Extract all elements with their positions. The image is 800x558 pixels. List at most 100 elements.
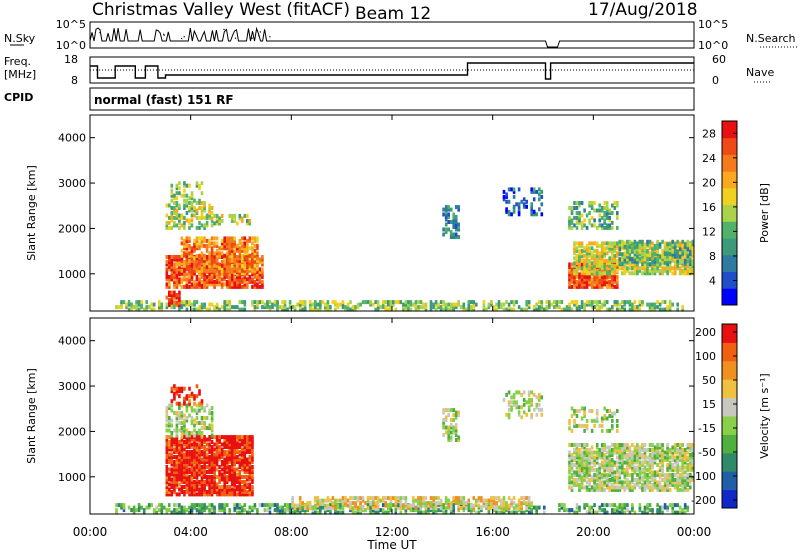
- velocity-echo-cell: [614, 508, 617, 512]
- velocity-echo-cell: [415, 499, 418, 503]
- power-echo-cell: [201, 191, 204, 195]
- velocity-echo-cell: [115, 508, 118, 512]
- power-echo-cell: [583, 246, 586, 250]
- power-echo-cell: [611, 211, 614, 215]
- power-echo-cell: [284, 300, 287, 304]
- power-echo-cell: [191, 214, 194, 218]
- power-echo-cell: [231, 214, 234, 218]
- power-echo-cell: [186, 194, 189, 198]
- velocity-echo-cell: [203, 416, 206, 420]
- velocity-echo-cell: [518, 499, 521, 503]
- power-echo-cell: [566, 305, 569, 309]
- power-echo-cell: [176, 184, 179, 188]
- velocity-echo-cell: [236, 485, 239, 489]
- velocity-echo-cell: [397, 496, 400, 500]
- velocity-echo-cell: [536, 413, 539, 417]
- velocity-echo-cell: [656, 470, 659, 474]
- power-echo-cell: [651, 241, 654, 245]
- velocity-echo-cell: [533, 393, 536, 397]
- power-echo-cell: [246, 277, 249, 281]
- velocity-echo-cell: [221, 443, 224, 447]
- velocity-echo-cell: [641, 443, 644, 447]
- velocity-echo-cell: [525, 496, 528, 500]
- power-echo-cell: [183, 269, 186, 273]
- velocity-echo-cell: [233, 435, 236, 439]
- velocity-echo-cell: [608, 478, 611, 482]
- velocity-echo-cell: [176, 508, 179, 512]
- power-echo-cell: [191, 246, 194, 250]
- nsearch-dot: [181, 38, 182, 39]
- power-echo-cell: [571, 300, 574, 304]
- power-echo-cell: [614, 254, 617, 258]
- velocity-echo-cell: [664, 451, 667, 455]
- velocity-echo-cell: [614, 485, 617, 489]
- power-echo-cell: [201, 251, 204, 255]
- power-echo-cell: [395, 300, 398, 304]
- velocity-echo-cell: [188, 431, 191, 435]
- power-echo-cell: [236, 221, 239, 225]
- power-echo-cell: [624, 245, 627, 249]
- velocity-echo-cell: [128, 506, 131, 510]
- power-echo-cell: [659, 303, 662, 307]
- power-echo-cell: [374, 300, 377, 304]
- power-echo-cell: [312, 303, 315, 307]
- power-echo-cell: [231, 305, 234, 309]
- power-echo-cell: [603, 271, 606, 275]
- velocity-echo-cell: [379, 499, 382, 503]
- power-echo-cell: [173, 206, 176, 210]
- power-echo-cell: [578, 241, 581, 245]
- power-echo-cell: [601, 241, 604, 245]
- power-echo-cell: [186, 218, 189, 222]
- velocity-echo-cell: [173, 448, 176, 452]
- power-echo-cell: [233, 277, 236, 281]
- velocity-echo-cell: [591, 446, 594, 450]
- velocity-echo-cell: [674, 473, 677, 477]
- power-echo-cell: [576, 226, 579, 230]
- power-echo-cell: [249, 246, 252, 250]
- power-echo-cell: [616, 269, 619, 273]
- velocity-echo-cell: [181, 411, 184, 415]
- velocity-echo-cell: [173, 392, 176, 396]
- power-echo-cell: [583, 266, 586, 270]
- velocity-echo-cell: [211, 503, 214, 507]
- power-echo-cell: [168, 216, 171, 220]
- power-echo-cell: [223, 300, 226, 304]
- power-echo-cell: [233, 214, 236, 218]
- velocity-echo-cell: [402, 496, 405, 500]
- velocity-echo-cell: [558, 508, 561, 512]
- velocity-echo-patch: [503, 390, 543, 419]
- power-echo-cell: [246, 219, 249, 223]
- velocity-echo-cell: [171, 409, 174, 413]
- power-echo-cell: [596, 300, 599, 304]
- power-echo-cell: [208, 272, 211, 276]
- power-echo-cell: [468, 300, 471, 304]
- velocity-echo-cell: [166, 424, 169, 428]
- velocity-echo-cell: [171, 404, 174, 408]
- power-echo-cell: [241, 300, 244, 304]
- power-echo-cell: [573, 223, 576, 227]
- velocity-echo-cell: [538, 408, 541, 412]
- velocity-echo-cell: [201, 458, 204, 462]
- velocity-echo-cell: [395, 496, 398, 500]
- velocity-echo-cell: [669, 473, 672, 477]
- velocity-echo-cell: [178, 440, 181, 444]
- velocity-echo-cell: [666, 463, 669, 467]
- velocity-echo-cell: [671, 446, 674, 450]
- velocity-echo-cell: [679, 488, 682, 492]
- velocity-echo-cell: [445, 506, 448, 510]
- power-echo-cell: [614, 241, 617, 245]
- velocity-echo-cell: [629, 480, 632, 484]
- velocity-echo-cell: [269, 503, 272, 507]
- velocity-echo-cell: [661, 485, 664, 489]
- power-echo-cell: [223, 271, 226, 275]
- velocity-echo-cell: [530, 508, 533, 512]
- power-echo-cell: [591, 251, 594, 255]
- velocity-echo-cell: [254, 503, 257, 507]
- power-echo-cell: [213, 255, 216, 259]
- velocity-echo-cell: [168, 468, 171, 472]
- velocity-echo-cell: [460, 496, 463, 500]
- velocity-echo-cell: [176, 455, 179, 459]
- power-echo-cell: [601, 303, 604, 307]
- power-echo-cell: [198, 254, 201, 258]
- freq-line: [90, 63, 694, 79]
